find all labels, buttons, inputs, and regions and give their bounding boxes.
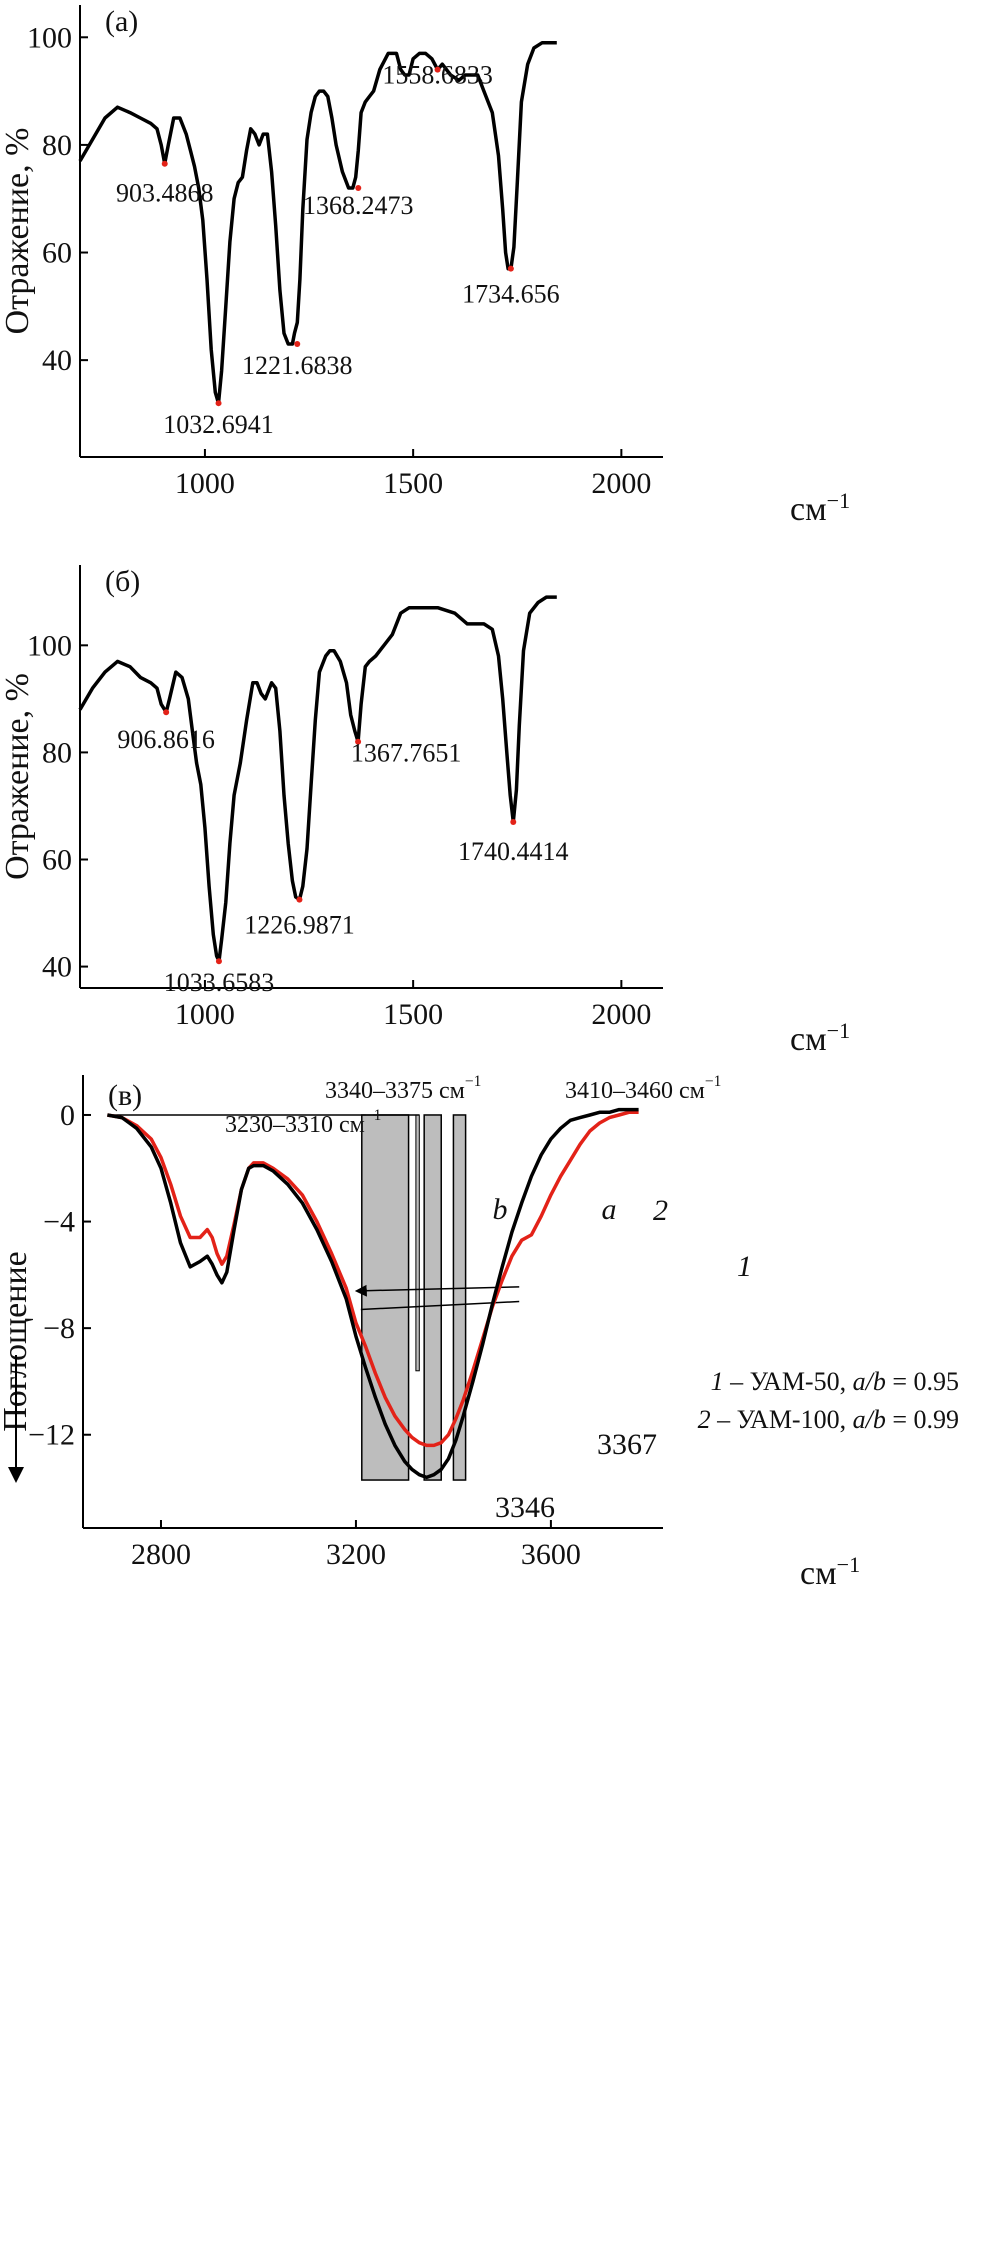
y-tick-label: −4 — [43, 1206, 75, 1239]
x-axis-label-main: см — [800, 1555, 837, 1592]
peak-label: 906.8616 — [117, 725, 215, 754]
y-tick-label: 100 — [27, 21, 72, 54]
x-axis-label-main: см — [790, 491, 827, 528]
legend-num: 2 — [698, 1405, 711, 1434]
y-tick-label: −12 — [28, 1419, 75, 1452]
peak-label: 1740.4414 — [458, 837, 569, 866]
y-tick-label: 0 — [60, 1099, 75, 1132]
peak-mark-3346: 3346 — [495, 1491, 555, 1524]
y-axis-label: Отражение, % — [0, 673, 36, 880]
peak-label: 1368.2473 — [303, 191, 414, 220]
peak-label: 1226.9871 — [244, 911, 355, 940]
peak-marker — [510, 819, 517, 826]
range-band-2 — [423, 1114, 442, 1481]
peak-marker — [507, 265, 514, 272]
peak-marker — [434, 66, 441, 73]
y-tick-label: 80 — [42, 129, 72, 162]
chart-panel-3: 2800 3200 36000−4−8−12Поглощениесм−1(в)323… — [0, 1073, 959, 1592]
peak-marker — [161, 160, 168, 167]
x-axis-label: см−1 — [790, 1018, 850, 1058]
range-label-2: 3340–3375 см−1 — [325, 1073, 481, 1104]
x-tick-label: 2800 — [131, 1538, 191, 1571]
legend-ratio: a/b — [853, 1405, 886, 1434]
range-label-2-sup: −1 — [465, 1073, 482, 1090]
y-tick-label: 60 — [42, 237, 72, 270]
peak-marker — [355, 738, 362, 745]
x-tick-label: 3200 — [326, 1538, 386, 1571]
peak-marker — [163, 709, 170, 716]
y-tick-label: 60 — [42, 843, 72, 876]
x-axis-label-sup: −1 — [837, 1552, 861, 1577]
y-tick-label: 40 — [42, 951, 72, 984]
range-band-3 — [452, 1114, 467, 1481]
y-tick-label: 100 — [27, 629, 72, 662]
peak-label: 1558.6833 — [382, 61, 493, 90]
y-tick-label: 80 — [42, 736, 72, 769]
y-tick-label: 40 — [42, 344, 72, 377]
x-tick-label: 1000 — [175, 467, 235, 500]
legend-entry-2: 2 – УАМ-100, a/b = 0.99 — [698, 1405, 959, 1434]
peak-marker — [215, 400, 222, 407]
x-tick-label: 1500 — [383, 998, 443, 1031]
curve-number-2: 2 — [653, 1194, 668, 1227]
series-line-2 — [107, 1107, 639, 1480]
range-label-2-main: 3340–3375 см — [325, 1078, 465, 1104]
range-label-1-sup: −1 — [365, 1107, 382, 1124]
legend-entry-1: 1 – УАМ-50, a/b = 0.95 — [711, 1367, 959, 1396]
x-tick-label: 3600 — [521, 1538, 581, 1571]
legend-text: – УАМ-100, — [711, 1405, 853, 1434]
y-axis-label: Отражение, % — [0, 128, 36, 335]
range-band-thin — [415, 1114, 420, 1372]
range-label-3: 3410–3460 см−1 — [565, 1073, 721, 1104]
peak-label: 903.4868 — [116, 179, 214, 208]
panel-label: (a) — [105, 5, 138, 38]
b-line — [354, 1284, 520, 1297]
peak-label: 1734.656 — [462, 280, 560, 309]
legend-num: 1 — [711, 1367, 724, 1396]
peak-label: 1033.6583 — [164, 968, 275, 997]
range-label-3-main: 3410–3460 см — [565, 1078, 705, 1104]
peak-marker — [355, 184, 362, 191]
x-axis-label-sup: −1 — [827, 1018, 851, 1043]
label-a: a — [602, 1193, 617, 1226]
legend-text: – УАМ-50, — [724, 1367, 853, 1396]
range-label-3-sup: −1 — [705, 1073, 722, 1090]
x-axis-label: см−1 — [790, 488, 850, 528]
peak-mark-3367: 3367 — [597, 1428, 657, 1461]
range-label-1: 3230–3310 см−1 — [225, 1107, 381, 1138]
series-line-1 — [78, 40, 557, 405]
panel-label: (в) — [108, 1079, 142, 1112]
peak-label: 1032.6941 — [163, 410, 274, 439]
peak-label: 1367.7651 — [351, 739, 462, 768]
x-tick-label: 2000 — [591, 998, 651, 1031]
peak-marker — [215, 958, 222, 965]
y-tick-label: −8 — [43, 1312, 75, 1345]
range-label-1-main: 3230–3310 см — [225, 1112, 365, 1138]
peak-label: 1221.6838 — [242, 351, 353, 380]
x-tick-label: 2000 — [591, 467, 651, 500]
x-tick-label: 1500 — [383, 467, 443, 500]
legend-value: = 0.95 — [886, 1367, 959, 1396]
series-line-1 — [78, 595, 557, 963]
panel-label: (б) — [105, 565, 140, 598]
x-axis-label-main: см — [790, 1021, 827, 1058]
curve-number-1: 1 — [737, 1250, 752, 1283]
chart-panel-1: 1000 1500 2000 40 60 80 100 Отражение, % см−1 (a)… — [0, 5, 850, 528]
x-tick-label: 1000 — [175, 998, 235, 1031]
series-line-1 — [107, 1110, 639, 1448]
peak-marker — [296, 896, 303, 903]
legend-ratio: a/b — [853, 1367, 886, 1396]
x-axis-label: см−1 — [800, 1552, 860, 1592]
x-axis-label-sup: −1 — [827, 488, 851, 513]
label-b: b — [493, 1193, 508, 1226]
peak-marker — [294, 341, 301, 347]
legend-value: = 0.99 — [886, 1405, 959, 1434]
chart-panel-2: 1000 1500 2000 40 60 80 100 Отражение, % см−1 (б)… — [0, 565, 850, 1058]
